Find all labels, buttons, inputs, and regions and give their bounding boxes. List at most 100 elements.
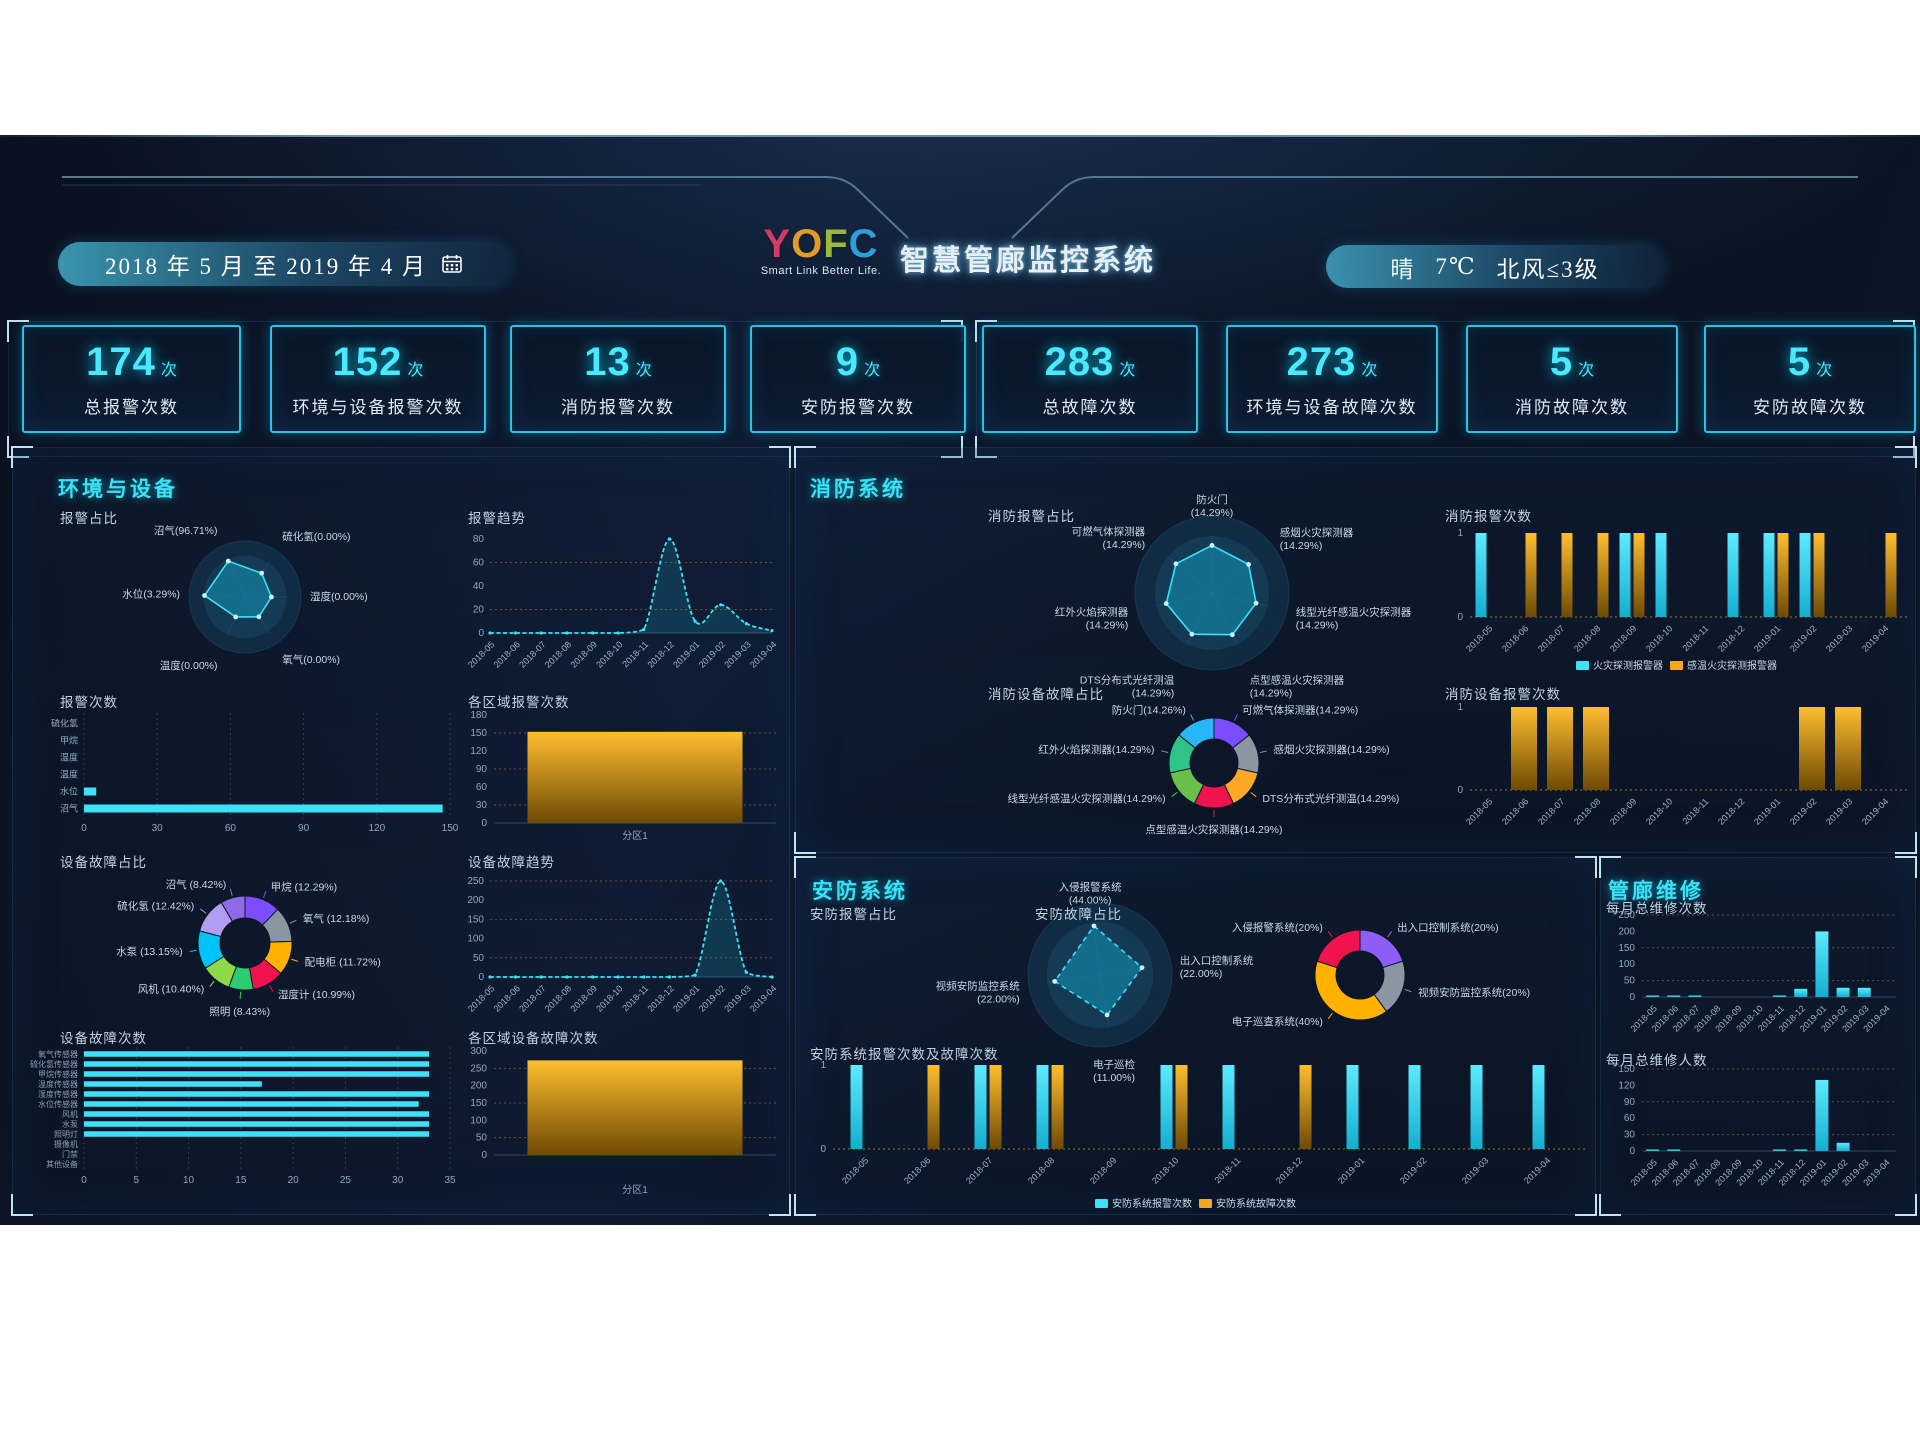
svg-text:入侵报警系统(20%): 入侵报警系统(20%) bbox=[1232, 921, 1323, 934]
chart-title-sec-alarm-ratio: 安防报警占比 bbox=[810, 907, 897, 922]
svg-text:0: 0 bbox=[478, 972, 484, 983]
svg-text:150: 150 bbox=[470, 728, 487, 739]
svg-text:分区1: 分区1 bbox=[622, 830, 648, 842]
section-title-security: 安防系统 bbox=[812, 880, 908, 903]
svg-text:15: 15 bbox=[235, 1175, 247, 1186]
svg-text:1: 1 bbox=[1457, 702, 1463, 713]
weather-condition: 晴 bbox=[1390, 256, 1416, 282]
env-alarm-ratio-radar[interactable]: 沼气(96.71%) 硫化氢(0.00%) 湿度(0.00%) 氧气(0.00%) 温度… bbox=[30, 524, 460, 677]
svg-text:2018-10: 2018-10 bbox=[1150, 1155, 1180, 1185]
svg-text:水泵 (13.15%): 水泵 (13.15%) bbox=[116, 946, 183, 958]
env-fault-ratio-donut[interactable]: 甲烷 (12.29%) 氧气 (12.18%) 配电柜 (11.72%) 湿度计 (1… bbox=[30, 869, 460, 1021]
env-region-alarm-bar[interactable]: 0 30 60 90 120 150 180 分区1 bbox=[460, 709, 786, 859]
svg-text:出入口控制系统(20%): 出入口控制系统(20%) bbox=[1397, 921, 1499, 934]
svg-text:2018-07: 2018-07 bbox=[517, 983, 547, 1013]
kpi-value: 283 bbox=[1044, 340, 1115, 384]
kpi-card-env-alarms: 152 次 环境与设备报警次数 bbox=[270, 325, 486, 433]
svg-text:温度: 温度 bbox=[60, 769, 78, 780]
svg-text:100: 100 bbox=[467, 934, 484, 945]
sec-alarm-fault-count-bars[interactable]: 0 1 2018-05 2018-06 2018-07 2018-08 2018-09 201… bbox=[805, 1057, 1593, 1213]
svg-text:温度(0.00%): 温度(0.00%) bbox=[160, 659, 218, 672]
svg-text:感温火灾探测报警器: 感温火灾探测报警器 bbox=[1687, 659, 1777, 672]
svg-text:2019-02: 2019-02 bbox=[697, 983, 727, 1013]
date-range-picker[interactable]: 2018 年 5 月 至 2019 年 4 月 bbox=[58, 242, 510, 286]
svg-text:温度传感器: 温度传感器 bbox=[38, 1079, 78, 1089]
svg-text:50: 50 bbox=[476, 1133, 488, 1144]
svg-text:DTS分布式光纤测温(14.29%): DTS分布式光纤测温(14.29%) bbox=[1262, 792, 1399, 805]
env-region-fault-bar[interactable]: 0 50 100 150 200 250 300 分区1 bbox=[460, 1045, 786, 1215]
svg-text:电子巡检(11.00%): 电子巡检(11.00%) bbox=[1093, 1058, 1136, 1084]
svg-text:40: 40 bbox=[473, 581, 485, 592]
svg-text:2018-08: 2018-08 bbox=[1026, 1155, 1056, 1185]
svg-text:30: 30 bbox=[476, 800, 488, 811]
svg-text:2019-01: 2019-01 bbox=[1336, 1155, 1366, 1185]
logo-tagline: Smart Link Better Life. bbox=[760, 265, 882, 277]
svg-text:1: 1 bbox=[1457, 528, 1463, 539]
calendar-icon[interactable] bbox=[441, 253, 463, 275]
svg-text:0: 0 bbox=[481, 818, 487, 829]
svg-text:2018-08: 2018-08 bbox=[543, 639, 573, 669]
svg-text:2018-09: 2018-09 bbox=[1088, 1155, 1118, 1185]
svg-text:2018-05: 2018-05 bbox=[840, 1155, 870, 1185]
svg-text:红外火焰探测器(14.29%): 红外火焰探测器(14.29%) bbox=[1055, 605, 1129, 631]
svg-text:2018-12: 2018-12 bbox=[645, 639, 675, 669]
svg-text:2018-12: 2018-12 bbox=[1716, 623, 1746, 653]
kpi-value: 174 bbox=[86, 340, 156, 384]
svg-text:2018-08: 2018-08 bbox=[543, 983, 573, 1013]
svg-text:照明 (8.43%): 照明 (8.43%) bbox=[209, 1006, 270, 1018]
chart-title-env-region-alarm: 各区域报警次数 bbox=[468, 695, 570, 710]
svg-text:氧气传感器: 氧气传感器 bbox=[38, 1049, 78, 1059]
env-fault-count-bars[interactable]: 0 5 10 15 20 25 30 35 氧气传感器硫化氢传感器甲烷传感器温度传感器湿度传感器… bbox=[30, 1045, 460, 1207]
maint-people-bars[interactable]: 03060901201502018-052018-062018-072018-0… bbox=[1600, 1061, 1912, 1211]
sec-alarm-ratio-radar[interactable]: 入侵报警系统(44.00%)出入口控制系统(22.00%)电子巡检(11.00%… bbox=[840, 881, 1254, 1097]
svg-text:2018-05: 2018-05 bbox=[466, 983, 496, 1013]
section-title-env: 环境与设备 bbox=[58, 478, 178, 501]
svg-text:2018-06: 2018-06 bbox=[902, 1155, 932, 1185]
kpi-label: 环境与设备报警次数 bbox=[292, 398, 464, 417]
maint-count-bars[interactable]: 0501001502002502018-052018-062018-072018… bbox=[1600, 909, 1912, 1057]
svg-text:2018-12: 2018-12 bbox=[1274, 1155, 1304, 1185]
svg-text:2018-05: 2018-05 bbox=[1464, 623, 1494, 653]
svg-text:250: 250 bbox=[1618, 910, 1635, 921]
top-edge-line bbox=[0, 135, 1920, 137]
svg-text:0: 0 bbox=[820, 1144, 826, 1155]
kpi-label: 消防故障次数 bbox=[1515, 398, 1629, 417]
svg-text:沼气: 沼气 bbox=[60, 803, 78, 814]
svg-text:50: 50 bbox=[1624, 976, 1636, 987]
svg-text:60: 60 bbox=[1624, 1113, 1636, 1124]
svg-text:90: 90 bbox=[1624, 1097, 1636, 1108]
svg-text:2018-12: 2018-12 bbox=[1716, 796, 1746, 826]
svg-text:感烟火灾探测器(14.29%): 感烟火灾探测器(14.29%) bbox=[1280, 526, 1354, 552]
svg-text:150: 150 bbox=[1618, 1064, 1635, 1075]
svg-text:可燃气体探测器(14.29%): 可燃气体探测器(14.29%) bbox=[1072, 525, 1146, 551]
svg-text:2018-06: 2018-06 bbox=[1500, 796, 1530, 826]
svg-text:2019-03: 2019-03 bbox=[722, 983, 752, 1013]
svg-text:甲烷传感器: 甲烷传感器 bbox=[38, 1069, 78, 1079]
svg-text:2019-01: 2019-01 bbox=[1752, 623, 1782, 653]
svg-text:2018-07: 2018-07 bbox=[517, 639, 547, 669]
svg-text:0: 0 bbox=[481, 1150, 487, 1161]
chart-title-fire-fault-ratio: 消防设备故障占比 bbox=[988, 687, 1104, 702]
svg-text:湿度传感器: 湿度传感器 bbox=[38, 1089, 78, 1099]
svg-text:150: 150 bbox=[442, 823, 459, 834]
svg-text:0: 0 bbox=[1457, 612, 1463, 623]
dashboard: 2018 年 5 月 至 2019 年 4 月 YOFC Smart Link … bbox=[0, 135, 1920, 1225]
svg-text:2019-02: 2019-02 bbox=[697, 639, 727, 669]
fire-fault-ratio-donut[interactable]: 可燃气体探测器(14.29%) 感烟火灾探测器(14.29%) DTS分布式光纤测温… bbox=[980, 691, 1450, 851]
kpi-card-total-alarms: 174 次 总报警次数 bbox=[22, 325, 241, 433]
section-title-fire: 消防系统 bbox=[810, 478, 906, 501]
sec-fault-ratio-donut[interactable]: 出入口控制系统(20%) 视频安防监控系统(20%) 电子巡查系统(40%) 入侵报警… bbox=[1180, 891, 1592, 1097]
svg-text:氧气 (12.18%): 氧气 (12.18%) bbox=[303, 912, 370, 925]
svg-text:2019-02: 2019-02 bbox=[1788, 623, 1818, 653]
fire-alarm-ratio-radar[interactable]: 防火门(14.29%) 感烟火灾探测器(14.29%) 线型光纤感温火灾探测器(14… bbox=[980, 493, 1450, 751]
chart-title-env-alarm-count: 报警次数 bbox=[60, 695, 118, 710]
env-fault-trend-line[interactable]: 0501001502002502018-052018-062018-072018… bbox=[460, 869, 786, 1033]
svg-text:2019-04: 2019-04 bbox=[1522, 1155, 1552, 1185]
env-alarm-trend-line[interactable]: 0204060802018-052018-062018-072018-08201… bbox=[460, 525, 786, 689]
chart-title-fire-alarm-ratio: 消防报警占比 bbox=[988, 509, 1075, 524]
svg-text:水泵: 水泵 bbox=[62, 1119, 78, 1129]
